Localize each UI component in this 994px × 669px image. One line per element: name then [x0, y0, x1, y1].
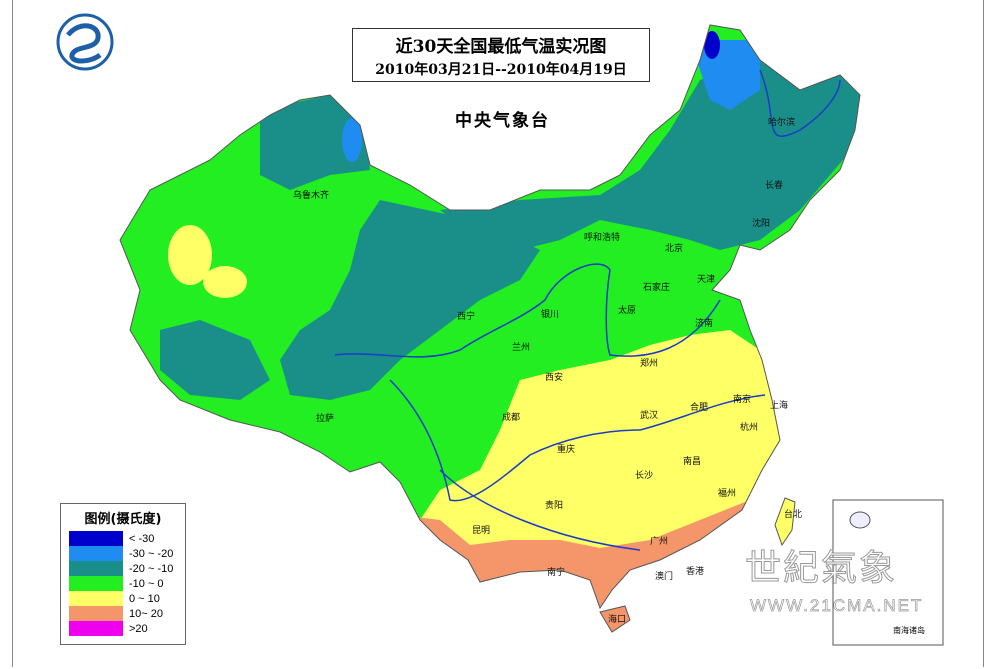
legend-swatch [69, 561, 123, 576]
city-tianjin: 天津 [697, 274, 715, 285]
region-xinjiang-north [260, 95, 370, 190]
legend-label: 0 ~ 10 [129, 592, 160, 605]
city-jinan: 济南 [695, 317, 713, 329]
legend-swatch [69, 606, 123, 621]
legend-label: < -30 [129, 532, 155, 545]
hainan-island [599, 605, 631, 633]
legend-item: -10 ~ 0 [61, 576, 185, 591]
city-xian: 西安 [545, 371, 563, 383]
city-labels: 哈尔滨 长春 沈阳 乌鲁木齐 呼和浩特 北京 天津 石家庄 太原 济南 西宁 银… [293, 116, 802, 625]
city-kunming: 昆明 [472, 525, 490, 536]
agency-name: 中央气象台 [455, 111, 550, 131]
city-wuhan: 武汉 [640, 409, 658, 421]
legend-item: -20 ~ -10 [61, 561, 185, 576]
city-haikou: 海口 [608, 613, 626, 625]
region-below-minus30 [704, 31, 720, 59]
cma-logo [56, 13, 114, 71]
map-title: 近30天全国最低气温实况图 [395, 37, 607, 57]
city-shenyang: 沈阳 [752, 217, 770, 229]
legend-item: 10~ 20 [61, 606, 185, 621]
city-urumqi: 乌鲁木齐 [293, 189, 329, 201]
inset-hainan [849, 511, 871, 529]
region-plateau [280, 200, 540, 400]
city-guangzhou: 广州 [650, 535, 668, 547]
city-lanzhou: 兰州 [512, 341, 530, 353]
legend-item: >20 [61, 621, 185, 636]
region-northeast [440, 60, 860, 250]
watermark-url: WWW.21CMA.NET [750, 596, 924, 616]
title-box: 近30天全国最低气温实况图 2010年03月21日--2010年04月19日 [352, 28, 650, 82]
city-taipei: 台北 [784, 508, 802, 520]
legend-label: -20 ~ -10 [129, 562, 174, 575]
city-chengdu: 成都 [502, 411, 520, 423]
city-taiyuan: 太原 [618, 304, 636, 316]
inset-label: 南海诸岛 [893, 626, 925, 635]
legend-swatch [69, 591, 123, 606]
legend-label: 10~ 20 [129, 607, 163, 620]
legend-label: -10 ~ 0 [129, 577, 164, 590]
city-nanjing: 南京 [733, 393, 751, 405]
map-frame [12, 0, 984, 667]
city-changsha: 长沙 [635, 469, 653, 481]
city-lhasa: 拉萨 [316, 412, 334, 424]
region-0-10-xinjiang-2 [203, 266, 247, 298]
rivers [334, 69, 841, 551]
city-macau: 澳门 [655, 570, 673, 582]
city-shijiazhuang: 石家庄 [643, 281, 670, 293]
city-hohhot: 呼和浩特 [584, 231, 620, 243]
city-chongqing: 重庆 [557, 443, 575, 455]
legend-swatch [69, 546, 123, 561]
legend-item: -30 ~ -20 [61, 546, 185, 561]
legend-item: < -30 [61, 531, 185, 546]
legend-swatch [69, 576, 123, 591]
city-hongkong: 香港 [686, 565, 704, 577]
date-range: 2010年03月21日--2010年04月19日 [375, 62, 627, 78]
city-yinchuan: 银川 [541, 308, 559, 320]
region-tibet-west [160, 320, 270, 400]
city-hefei: 合肥 [690, 401, 708, 413]
legend-swatch [69, 531, 123, 546]
region-minus30-20 [690, 40, 760, 110]
legend: 图例(摄氏度) < -30 -30 ~ -20 -20 ~ -10 -10 ~ … [60, 503, 186, 645]
legend-label: -30 ~ -20 [129, 547, 174, 560]
city-changchun: 长春 [765, 179, 783, 191]
city-shanghai: 上海 [770, 399, 788, 411]
city-harbin: 哈尔滨 [768, 116, 795, 128]
city-fuzhou: 福州 [718, 487, 736, 499]
city-nanning: 南宁 [547, 566, 565, 578]
region-minus30-20-xinjiang [342, 118, 362, 162]
legend-item: 0 ~ 10 [61, 591, 185, 606]
city-hangzhou: 杭州 [740, 421, 758, 433]
city-guiyang: 贵阳 [545, 499, 563, 511]
legend-title: 图例(摄氏度) [84, 512, 162, 527]
city-nanchang: 南昌 [683, 455, 701, 467]
legend-label: >20 [129, 622, 148, 635]
city-zhengzhou: 郑州 [640, 357, 658, 369]
region-0-10-xinjiang [168, 225, 212, 285]
city-xining: 西宁 [457, 310, 475, 322]
watermark-text: 世紀氣象 [744, 548, 898, 590]
taiwan-island [774, 497, 796, 547]
legend-swatch [69, 621, 123, 636]
city-beijing: 北京 [665, 242, 683, 254]
